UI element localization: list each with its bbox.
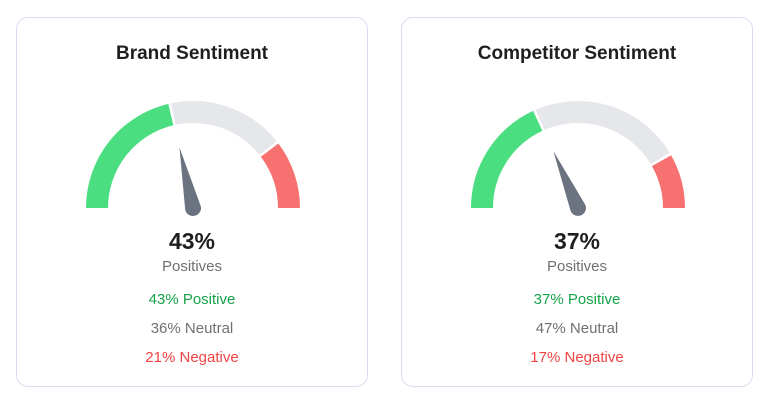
- positive-arc: [471, 110, 543, 209]
- neutral-arc: [535, 101, 670, 165]
- neutral-arc: [171, 101, 277, 156]
- positive-stat: 37% Positive: [533, 291, 621, 308]
- negative-stat: 21% Negative: [145, 349, 239, 366]
- card-title: Brand Sentiment: [115, 43, 269, 64]
- positives-label: Positives: [546, 258, 608, 275]
- positive-percentage: 37%: [553, 228, 601, 254]
- sentiment-gauge: [86, 101, 300, 217]
- card-title: Competitor Sentiment: [477, 43, 677, 64]
- neutral-stat: 36% Neutral: [150, 320, 234, 337]
- gauge-needle: [553, 151, 586, 216]
- neutral-stat: 47% Neutral: [535, 320, 619, 337]
- positive-stat: 43% Positive: [148, 291, 236, 308]
- sentiment-gauge: [471, 101, 685, 216]
- negative-arc: [651, 155, 685, 209]
- competitor-sentiment-card: Competitor Sentiment 37% Positives 37% P…: [401, 17, 753, 387]
- brand-sentiment-card: Brand Sentiment 43% Positives 43% Positi…: [16, 17, 368, 387]
- gauge-needle: [179, 147, 202, 217]
- positives-label: Positives: [161, 258, 223, 275]
- positive-percentage: 43%: [168, 228, 216, 254]
- negative-arc: [260, 143, 300, 209]
- positive-arc: [86, 103, 174, 209]
- negative-stat: 17% Negative: [530, 349, 624, 366]
